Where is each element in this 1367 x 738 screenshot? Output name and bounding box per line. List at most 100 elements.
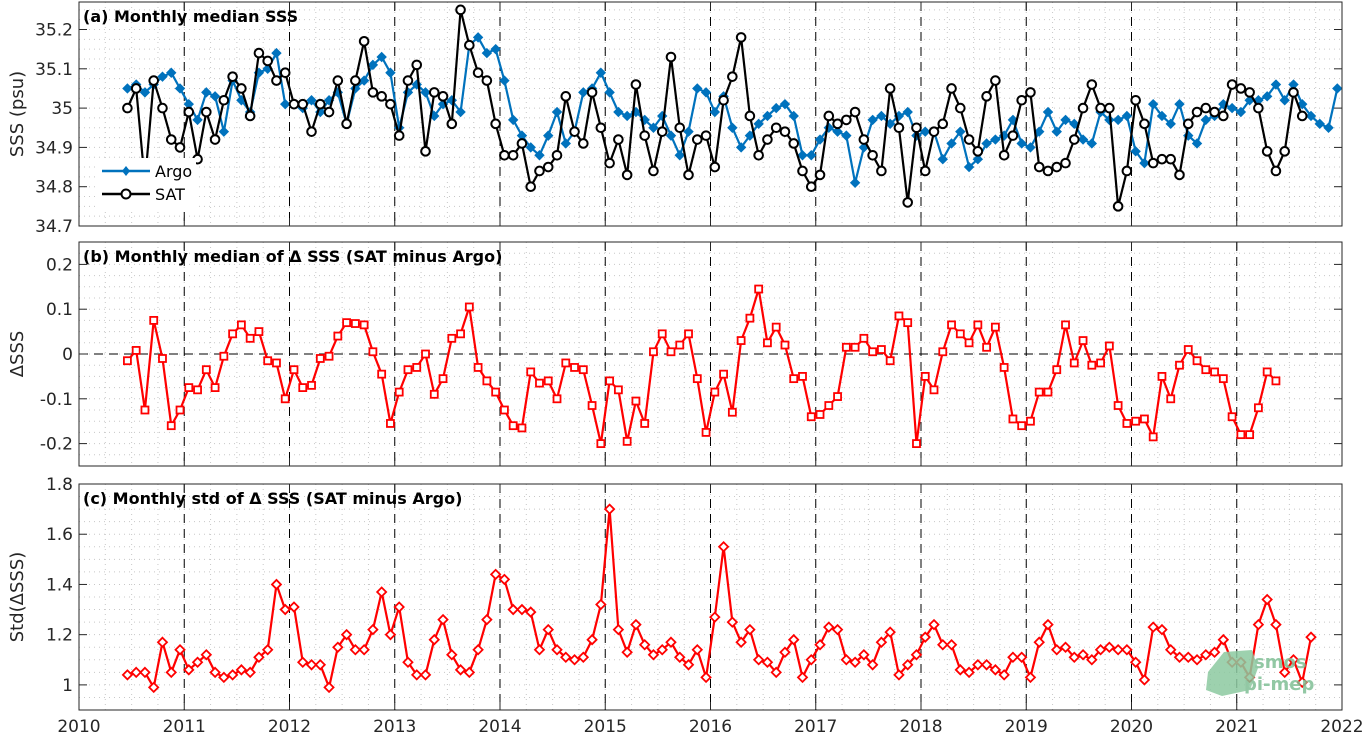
- series-0-data-point: [587, 401, 597, 410]
- series-0-data-point: [928, 618, 940, 631]
- x-tick-label: 2014: [478, 717, 521, 737]
- series-0-data-point: [665, 636, 677, 648]
- series-0-data-point: [1026, 416, 1035, 426]
- sat-data-point: [665, 51, 677, 63]
- argo-data-point: [1042, 106, 1054, 118]
- series-0-data-point: [1147, 621, 1159, 633]
- y-tick-label: 34.8: [35, 178, 73, 198]
- series-0-data-point: [761, 656, 774, 669]
- argo-data-point: [166, 67, 177, 78]
- series-0-data-point: [780, 340, 790, 350]
- sat-data-point: [630, 79, 642, 90]
- sat-data-point: [569, 126, 580, 137]
- series-0-data-point: [595, 598, 607, 611]
- series-0-data-point: [1112, 643, 1124, 656]
- sat-data-point: [1068, 134, 1080, 145]
- y-tick-label: 35.2: [35, 21, 73, 41]
- series-0-data-point: [489, 568, 502, 581]
- series-0-data-point: [464, 302, 474, 312]
- argo-data-point: [174, 83, 186, 94]
- series-0-data-point: [1278, 666, 1291, 679]
- series-0-data-point: [1245, 430, 1255, 440]
- sat-data-point: [341, 118, 352, 130]
- sat-data-point: [393, 130, 405, 141]
- sat-data-point: [227, 71, 238, 82]
- series-0-data-point: [375, 586, 388, 598]
- argo-data-point: [1279, 95, 1290, 106]
- series-0-data-point: [989, 664, 1002, 676]
- series-0-data-point: [1104, 341, 1114, 351]
- series-0-data-point: [437, 613, 449, 626]
- argo-data-point: [499, 75, 510, 86]
- sat-data-point: [534, 165, 545, 177]
- sat-data-point: [998, 149, 1010, 161]
- sat-data-point: [884, 83, 896, 94]
- series-0-data-point: [937, 638, 949, 651]
- series-0-data-point: [1096, 358, 1105, 368]
- series-0-data-point: [552, 394, 562, 404]
- series-0-data-point: [175, 405, 185, 415]
- series-0-data-point: [964, 338, 974, 348]
- sat-data-point: [753, 149, 764, 161]
- series-0-data-point: [307, 380, 316, 390]
- series-0-data-point: [298, 383, 308, 393]
- series-0-data-point: [438, 374, 448, 384]
- series-0-data-point: [752, 654, 765, 666]
- series-0-data-point: [709, 611, 721, 623]
- series-0-data-point: [1191, 654, 1203, 666]
- series-0-data-point: [840, 654, 853, 666]
- sat-data-point: [490, 118, 501, 130]
- sat-data-point: [499, 149, 510, 161]
- series-0-data-point: [296, 656, 309, 669]
- sat-data-point: [876, 165, 887, 177]
- series-0-data-point: [1287, 654, 1300, 666]
- x-tick-label: 2019: [1005, 717, 1048, 737]
- sat-data-point: [350, 75, 361, 86]
- sat-data-point: [963, 134, 975, 145]
- series-0-data-point: [613, 385, 623, 395]
- series-0-data-point: [823, 621, 835, 633]
- series-0-data-point: [517, 423, 527, 433]
- argo-data-point: [455, 106, 466, 118]
- argo-data-point: [507, 114, 519, 126]
- series-0-data-point: [289, 365, 299, 375]
- sat-data-point: [972, 146, 984, 157]
- series-0-data-point: [824, 401, 834, 410]
- panel-a-median-sss: 34.7 34.8 34.9 35 35.1 35.2 SSS (psu) (a) Month…: [7, 1, 1343, 237]
- sat-data-point: [314, 98, 326, 110]
- argo-data-point: [280, 98, 291, 110]
- argo-data-point: [753, 118, 764, 130]
- y-tick-label: 1.6: [46, 525, 73, 545]
- series-0-data-point: [1077, 648, 1089, 661]
- argo-data-point: [1086, 138, 1098, 149]
- argo-data-point: [1051, 126, 1062, 137]
- sat-data-point: [1121, 165, 1133, 177]
- argo-data-point: [1314, 118, 1325, 130]
- sat-data-point: [1086, 79, 1098, 90]
- series-0-data-point: [717, 541, 730, 553]
- series-0-data-point: [666, 347, 676, 357]
- sat-data-point: [867, 149, 878, 161]
- sat-data-point: [797, 165, 808, 177]
- sat-data-point: [911, 122, 922, 134]
- argo-data-point: [770, 102, 782, 114]
- series-0-data-point: [980, 659, 993, 671]
- series-0-data-point: [1148, 432, 1158, 442]
- argo-data-point: [139, 87, 151, 98]
- series-0-data-point: [1024, 671, 1037, 684]
- series-0-data-point: [429, 389, 439, 399]
- legend-argo-label: Argo: [155, 162, 192, 181]
- series-0-data-point: [226, 669, 239, 681]
- series-0-data-point: [219, 351, 229, 361]
- series-0-data-point: [920, 371, 930, 381]
- sat-data-point: [209, 134, 221, 145]
- argo-data-point: [981, 138, 992, 149]
- series-0-data-point: [884, 626, 896, 638]
- argo-data-point: [385, 67, 396, 78]
- sat-data-point: [656, 126, 668, 137]
- legend-sat-marker: [120, 188, 132, 200]
- series-0-data-point: [410, 669, 423, 681]
- series-0-data-point: [903, 318, 913, 328]
- series-0-data-point: [630, 618, 642, 631]
- argo-data-point: [481, 47, 493, 59]
